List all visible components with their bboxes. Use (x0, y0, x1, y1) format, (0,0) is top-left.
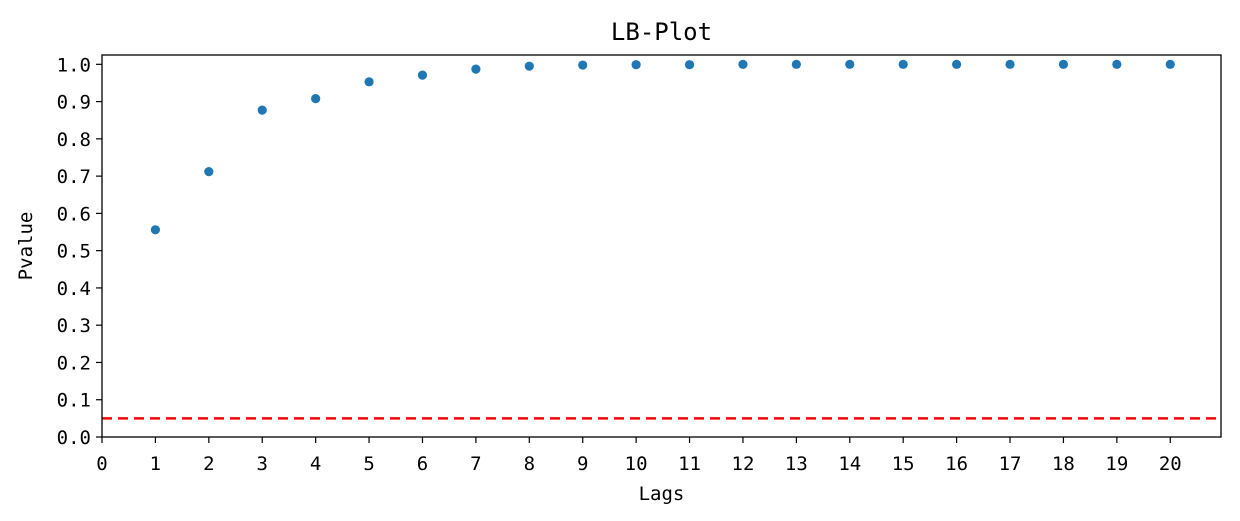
data-point (150, 225, 161, 235)
data-point (684, 60, 695, 70)
y-tick-label: 0.2 (57, 352, 91, 374)
y-tick-label: 0.1 (57, 390, 91, 412)
data-point (257, 105, 267, 115)
x-tick-label: 1 (150, 453, 161, 475)
y-tick-label: 1.0 (57, 54, 91, 76)
x-tick-label: 12 (732, 453, 755, 475)
x-tick-label: 14 (838, 453, 861, 475)
data-point (738, 59, 748, 69)
x-tick-label: 17 (999, 453, 1022, 475)
data-point (631, 60, 641, 70)
data-point (1112, 59, 1122, 69)
x-tick-label: 2 (203, 453, 214, 475)
plot-area-frame (101, 54, 1222, 438)
y-tick-label: 0.3 (57, 315, 91, 337)
y-tick-label: 0.9 (57, 92, 91, 114)
data-point (471, 64, 481, 74)
y-axis-label: Pvalue (15, 212, 37, 281)
x-tick-label: 19 (1105, 453, 1128, 475)
x-tick-label: 4 (310, 453, 321, 475)
x-axis-ticks: 0 1 2 3 4 5 6 7 8 9 10 11 12 13 14 15 16 17 18 19 20 (96, 437, 1182, 475)
data-point (1058, 59, 1069, 69)
x-tick-label: 16 (945, 453, 968, 475)
y-tick-label: 0.4 (57, 278, 91, 300)
data-point (578, 60, 588, 70)
y-tick-label: 0.8 (57, 129, 91, 151)
data-point (311, 94, 321, 104)
x-tick-label: 7 (470, 453, 481, 475)
data-point (845, 59, 855, 69)
x-tick-label: 8 (524, 453, 535, 475)
y-tick-label: 0.6 (57, 203, 91, 225)
data-point (898, 59, 908, 69)
chart-title: LB-Plot (611, 18, 712, 46)
x-tick-label: 13 (785, 453, 808, 475)
data-point (204, 167, 214, 177)
data-point (791, 59, 801, 69)
x-tick-label: 3 (257, 453, 268, 475)
data-point (417, 70, 428, 80)
data-point (1165, 59, 1175, 69)
y-tick-label: 0.0 (57, 427, 91, 449)
x-tick-label: 18 (1052, 453, 1075, 475)
x-tick-label: 20 (1159, 453, 1182, 475)
x-tick-label: 10 (625, 453, 648, 475)
x-tick-label: 9 (577, 453, 588, 475)
data-point (952, 59, 962, 69)
x-tick-label: 0 (96, 453, 107, 475)
x-tick-label: 11 (678, 453, 701, 475)
data-points (150, 59, 1175, 235)
y-tick-label: 0.7 (57, 166, 91, 188)
data-point (1005, 59, 1015, 69)
x-tick-label: 5 (363, 453, 374, 475)
y-tick-label: 0.5 (57, 241, 91, 263)
data-point (364, 77, 374, 87)
x-axis-label: Lags (639, 483, 685, 505)
x-tick-label: 6 (417, 453, 428, 475)
x-tick-label: 15 (892, 453, 915, 475)
data-point (524, 61, 534, 71)
y-axis-ticks: 0.0 0.1 0.2 0.3 0.4 0.5 0.6 0.7 0.8 0.9 1.0 (57, 54, 102, 449)
